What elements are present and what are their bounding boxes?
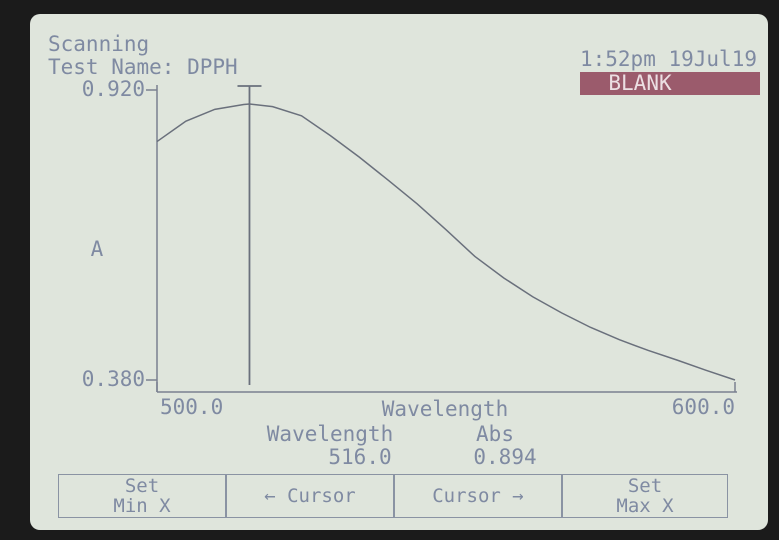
readout-header: Wavelength — [267, 422, 393, 446]
spectrum-line — [156, 103, 736, 381]
x-tick-label: 500.0 — [160, 395, 223, 419]
y-tick-label: 0.380 — [82, 367, 145, 391]
mode: BLANK — [608, 71, 672, 95]
readout-value: 516.0 — [328, 445, 391, 469]
datetime: 1:52pm 19Jul19 — [580, 47, 757, 71]
x-tick-label: 600.0 — [672, 395, 735, 419]
y-tick-label: 0.920 — [82, 77, 145, 101]
button[interactable]: Set Max X — [562, 474, 728, 518]
button[interactable]: Cursor → — [394, 474, 562, 518]
readout-header: Abs — [476, 422, 514, 446]
x-axis-label: Wavelength — [382, 397, 508, 421]
status: Scanning — [48, 32, 149, 56]
mode-badge — [580, 72, 760, 95]
test-name: Test Name: DPPH — [48, 55, 238, 79]
y-axis-label: A — [91, 237, 104, 261]
button[interactable]: ← Cursor — [226, 474, 394, 518]
button[interactable]: Set Min X — [58, 474, 226, 518]
lcd — [30, 14, 768, 530]
readout-value: 0.894 — [473, 445, 536, 469]
